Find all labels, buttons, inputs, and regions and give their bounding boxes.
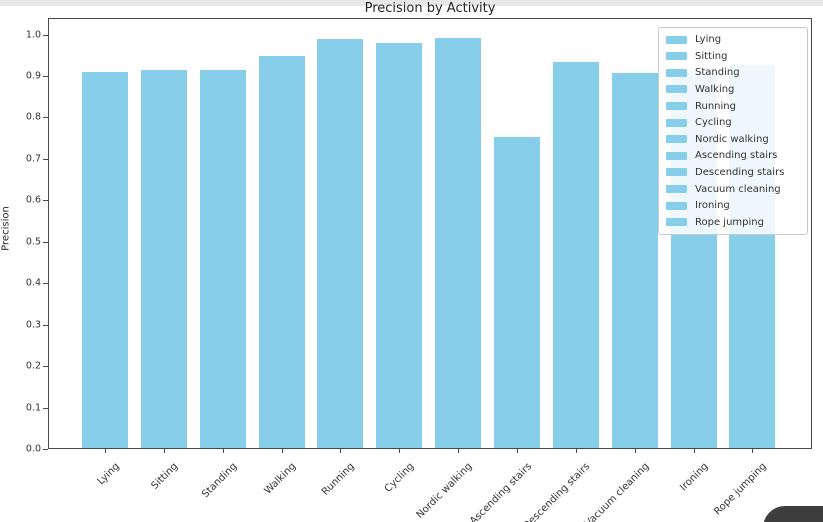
legend-item: Nordic walking bbox=[659, 131, 807, 147]
y-tick-label: 1.0 bbox=[25, 29, 41, 41]
y-tick-mark bbox=[43, 366, 48, 368]
legend-item: Descending stairs bbox=[659, 164, 807, 180]
y-tick-mark bbox=[43, 449, 48, 450]
legend-item: Standing bbox=[659, 65, 807, 81]
x-tick-label: Nordic walking bbox=[415, 461, 475, 521]
legend-swatch-icon bbox=[666, 52, 687, 61]
y-tick-mark bbox=[43, 158, 48, 160]
legend-label: Walking bbox=[695, 83, 735, 95]
y-tick-label: 0.9 bbox=[25, 70, 41, 82]
window-top-edge bbox=[0, 0, 823, 6]
bar-vacuum-cleaning bbox=[611, 73, 658, 448]
y-tick-mark bbox=[43, 76, 48, 78]
bar-sitting bbox=[140, 70, 187, 448]
x-tick-mark bbox=[105, 449, 106, 453]
legend-item: Lying bbox=[659, 32, 807, 48]
legend-swatch-icon bbox=[666, 68, 687, 77]
legend-item: Sitting bbox=[659, 48, 807, 64]
legend-swatch-icon bbox=[666, 201, 687, 210]
legend-item: Walking bbox=[659, 81, 807, 97]
y-tick-mark bbox=[43, 34, 48, 36]
legend-swatch-icon bbox=[666, 102, 687, 111]
x-tick-mark bbox=[281, 449, 283, 453]
legend-label: Sitting bbox=[695, 50, 728, 62]
y-tick-label: 0.4 bbox=[25, 277, 41, 289]
x-tick-mark bbox=[693, 449, 695, 453]
x-tick-label: Rope jumping bbox=[712, 461, 770, 518]
chart-title: Precision by Activity bbox=[364, 1, 496, 16]
x-tick-label: Sitting bbox=[149, 461, 181, 492]
floating-action-button[interactable] bbox=[763, 506, 823, 522]
x-tick-mark bbox=[163, 449, 165, 453]
y-tick-label: 0.0 bbox=[25, 443, 41, 455]
bar-descending-stairs bbox=[552, 62, 599, 448]
x-tick-mark bbox=[399, 449, 401, 453]
y-tick-label: 0.5 bbox=[25, 236, 41, 248]
legend-label: Ironing bbox=[695, 200, 730, 212]
x-tick-mark bbox=[222, 449, 224, 453]
x-tick-mark bbox=[458, 449, 460, 453]
bar-standing bbox=[199, 70, 246, 448]
legend-swatch-icon bbox=[666, 218, 687, 227]
legend-label: Ascending stairs bbox=[695, 150, 778, 162]
x-tick-label: Running bbox=[320, 461, 358, 498]
legend: Lying Sitting Standing Walking Running Cyclin… bbox=[658, 27, 808, 235]
bar-lying bbox=[82, 72, 128, 448]
legend-item: Vacuum cleaning bbox=[659, 181, 807, 197]
legend-swatch-icon bbox=[666, 85, 687, 94]
legend-swatch-icon bbox=[666, 135, 687, 144]
x-tick-label: Walking bbox=[262, 461, 299, 497]
x-tick-mark bbox=[575, 449, 577, 453]
x-tick-mark bbox=[340, 449, 342, 453]
legend-swatch-icon bbox=[666, 151, 687, 160]
legend-label: Rope jumping bbox=[695, 216, 764, 228]
bar-ascending-stairs bbox=[493, 137, 540, 448]
legend-label: Lying bbox=[695, 34, 722, 46]
y-tick-mark bbox=[43, 200, 48, 202]
y-tick-label: 0.7 bbox=[25, 153, 41, 165]
legend-swatch-icon bbox=[666, 35, 687, 44]
y-tick-label: 0.3 bbox=[25, 319, 41, 331]
y-tick-label: 0.8 bbox=[25, 111, 41, 123]
x-tick-mark bbox=[752, 449, 754, 453]
legend-label: Vacuum cleaning bbox=[695, 183, 781, 195]
legend-label: Standing bbox=[695, 67, 740, 79]
y-tick-mark bbox=[43, 324, 48, 326]
legend-label: Descending stairs bbox=[695, 166, 785, 178]
legend-item: Cycling bbox=[659, 115, 807, 131]
y-tick-label: 0.1 bbox=[25, 402, 41, 414]
bar-cycling bbox=[376, 43, 423, 448]
legend-swatch-icon bbox=[666, 185, 687, 194]
legend-item: Running bbox=[659, 98, 807, 114]
x-tick-label: Standing bbox=[200, 461, 240, 501]
y-tick-label: 0.6 bbox=[25, 194, 41, 206]
y-tick-mark bbox=[43, 117, 48, 119]
x-tick-label: Cycling bbox=[382, 461, 417, 495]
legend-label: Nordic walking bbox=[695, 133, 769, 145]
legend-item: Ascending stairs bbox=[659, 148, 807, 164]
bar-nordic-walking bbox=[435, 38, 482, 448]
legend-swatch-icon bbox=[666, 118, 687, 127]
x-tick-label: Ironing bbox=[677, 461, 711, 494]
x-tick-label: Vacuum cleaning bbox=[583, 461, 652, 522]
y-tick-mark bbox=[43, 241, 48, 243]
y-tick-label: 0.2 bbox=[25, 360, 41, 372]
legend-label: Cycling bbox=[695, 117, 732, 129]
x-tick-mark bbox=[634, 449, 636, 453]
x-tick-label: Ascending stairs bbox=[467, 461, 534, 522]
legend-swatch-icon bbox=[666, 168, 687, 177]
bar-running bbox=[317, 39, 364, 448]
y-tick-mark bbox=[43, 407, 48, 409]
legend-label: Running bbox=[695, 100, 736, 112]
bar-walking bbox=[258, 56, 305, 448]
x-tick-label: Lying bbox=[95, 461, 122, 488]
legend-item: Rope jumping bbox=[659, 214, 807, 230]
legend-item: Ironing bbox=[659, 198, 807, 214]
x-tick-mark bbox=[516, 449, 518, 453]
y-tick-mark bbox=[43, 283, 48, 285]
